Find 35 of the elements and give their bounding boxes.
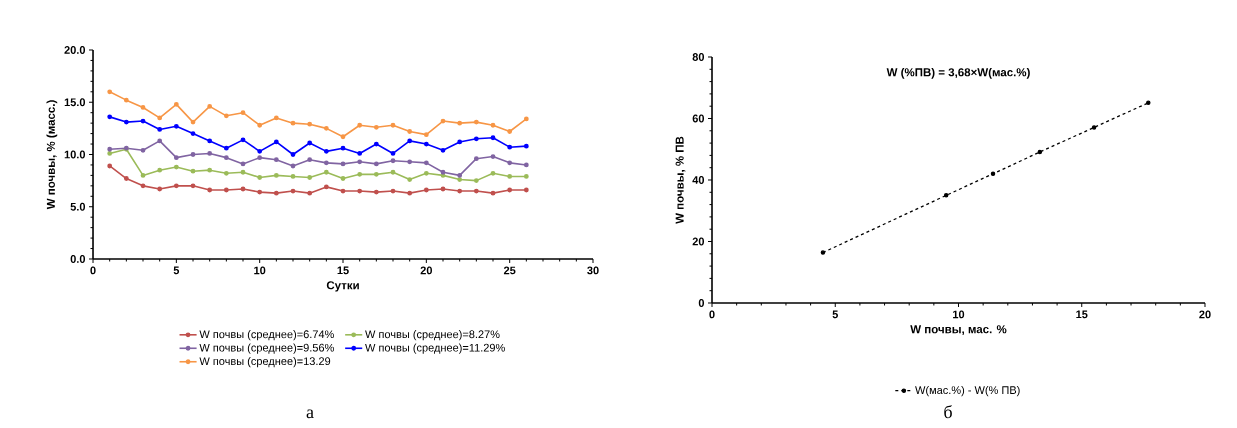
- y-tick-label: 20: [692, 237, 705, 246]
- y-tick-label: 5.0: [70, 202, 86, 211]
- x-tick-label: 0: [709, 310, 715, 319]
- x-tick-label: 20: [420, 266, 432, 275]
- x-tick-label: 15: [1076, 310, 1088, 319]
- y-tick-label: 20.0: [64, 46, 86, 54]
- text: а: [306, 409, 314, 419]
- y-tick-label: 0.0: [70, 255, 86, 263]
- legend-label: W почвы (среднее)=6.74%: [199, 330, 334, 341]
- annotation: W (%ПВ) = 3,68×W(мас.%): [886, 67, 1030, 79]
- x-tick-label: 30: [587, 266, 599, 275]
- x-tick-label: 25: [503, 266, 516, 275]
- y-tick-label: 10.0: [64, 150, 86, 159]
- y-axis-title: W почвы, % ПВ: [675, 136, 686, 224]
- x-tick-label: 10: [953, 310, 965, 319]
- y-tick-label: 60: [692, 114, 705, 123]
- x-tick-label: 5: [173, 266, 180, 275]
- legend-label: W почвы (среднее)=8.27%: [365, 330, 500, 341]
- legend-label: W(мас.%) - W(% ПВ): [915, 385, 1020, 397]
- x-axis-title: W почвы, мас. %: [910, 325, 1007, 335]
- x-tick-label: 10: [254, 266, 266, 275]
- x-axis-title: Сутки: [326, 281, 359, 292]
- x-tick-label: 15: [337, 266, 349, 275]
- legend-label: W почвы (среднее)=9.56%: [199, 343, 334, 354]
- y-tick-label: 15.0: [64, 98, 86, 107]
- legend-label: W почвы (среднее)=11.29%: [365, 343, 505, 354]
- y-tick-label: 40: [692, 176, 705, 184]
- x-tick-label: 0: [90, 266, 96, 275]
- y-axis-title: W почвы, % (масс.): [46, 100, 58, 210]
- x-tick-label: 5: [832, 310, 838, 319]
- y-tick-label: 80: [692, 53, 705, 61]
- text: б: [944, 405, 952, 419]
- x-tick-label: 20: [1199, 310, 1211, 319]
- legend-label: W почвы (среднее)=13.29: [199, 357, 331, 368]
- y-tick-label: 0: [698, 299, 705, 307]
